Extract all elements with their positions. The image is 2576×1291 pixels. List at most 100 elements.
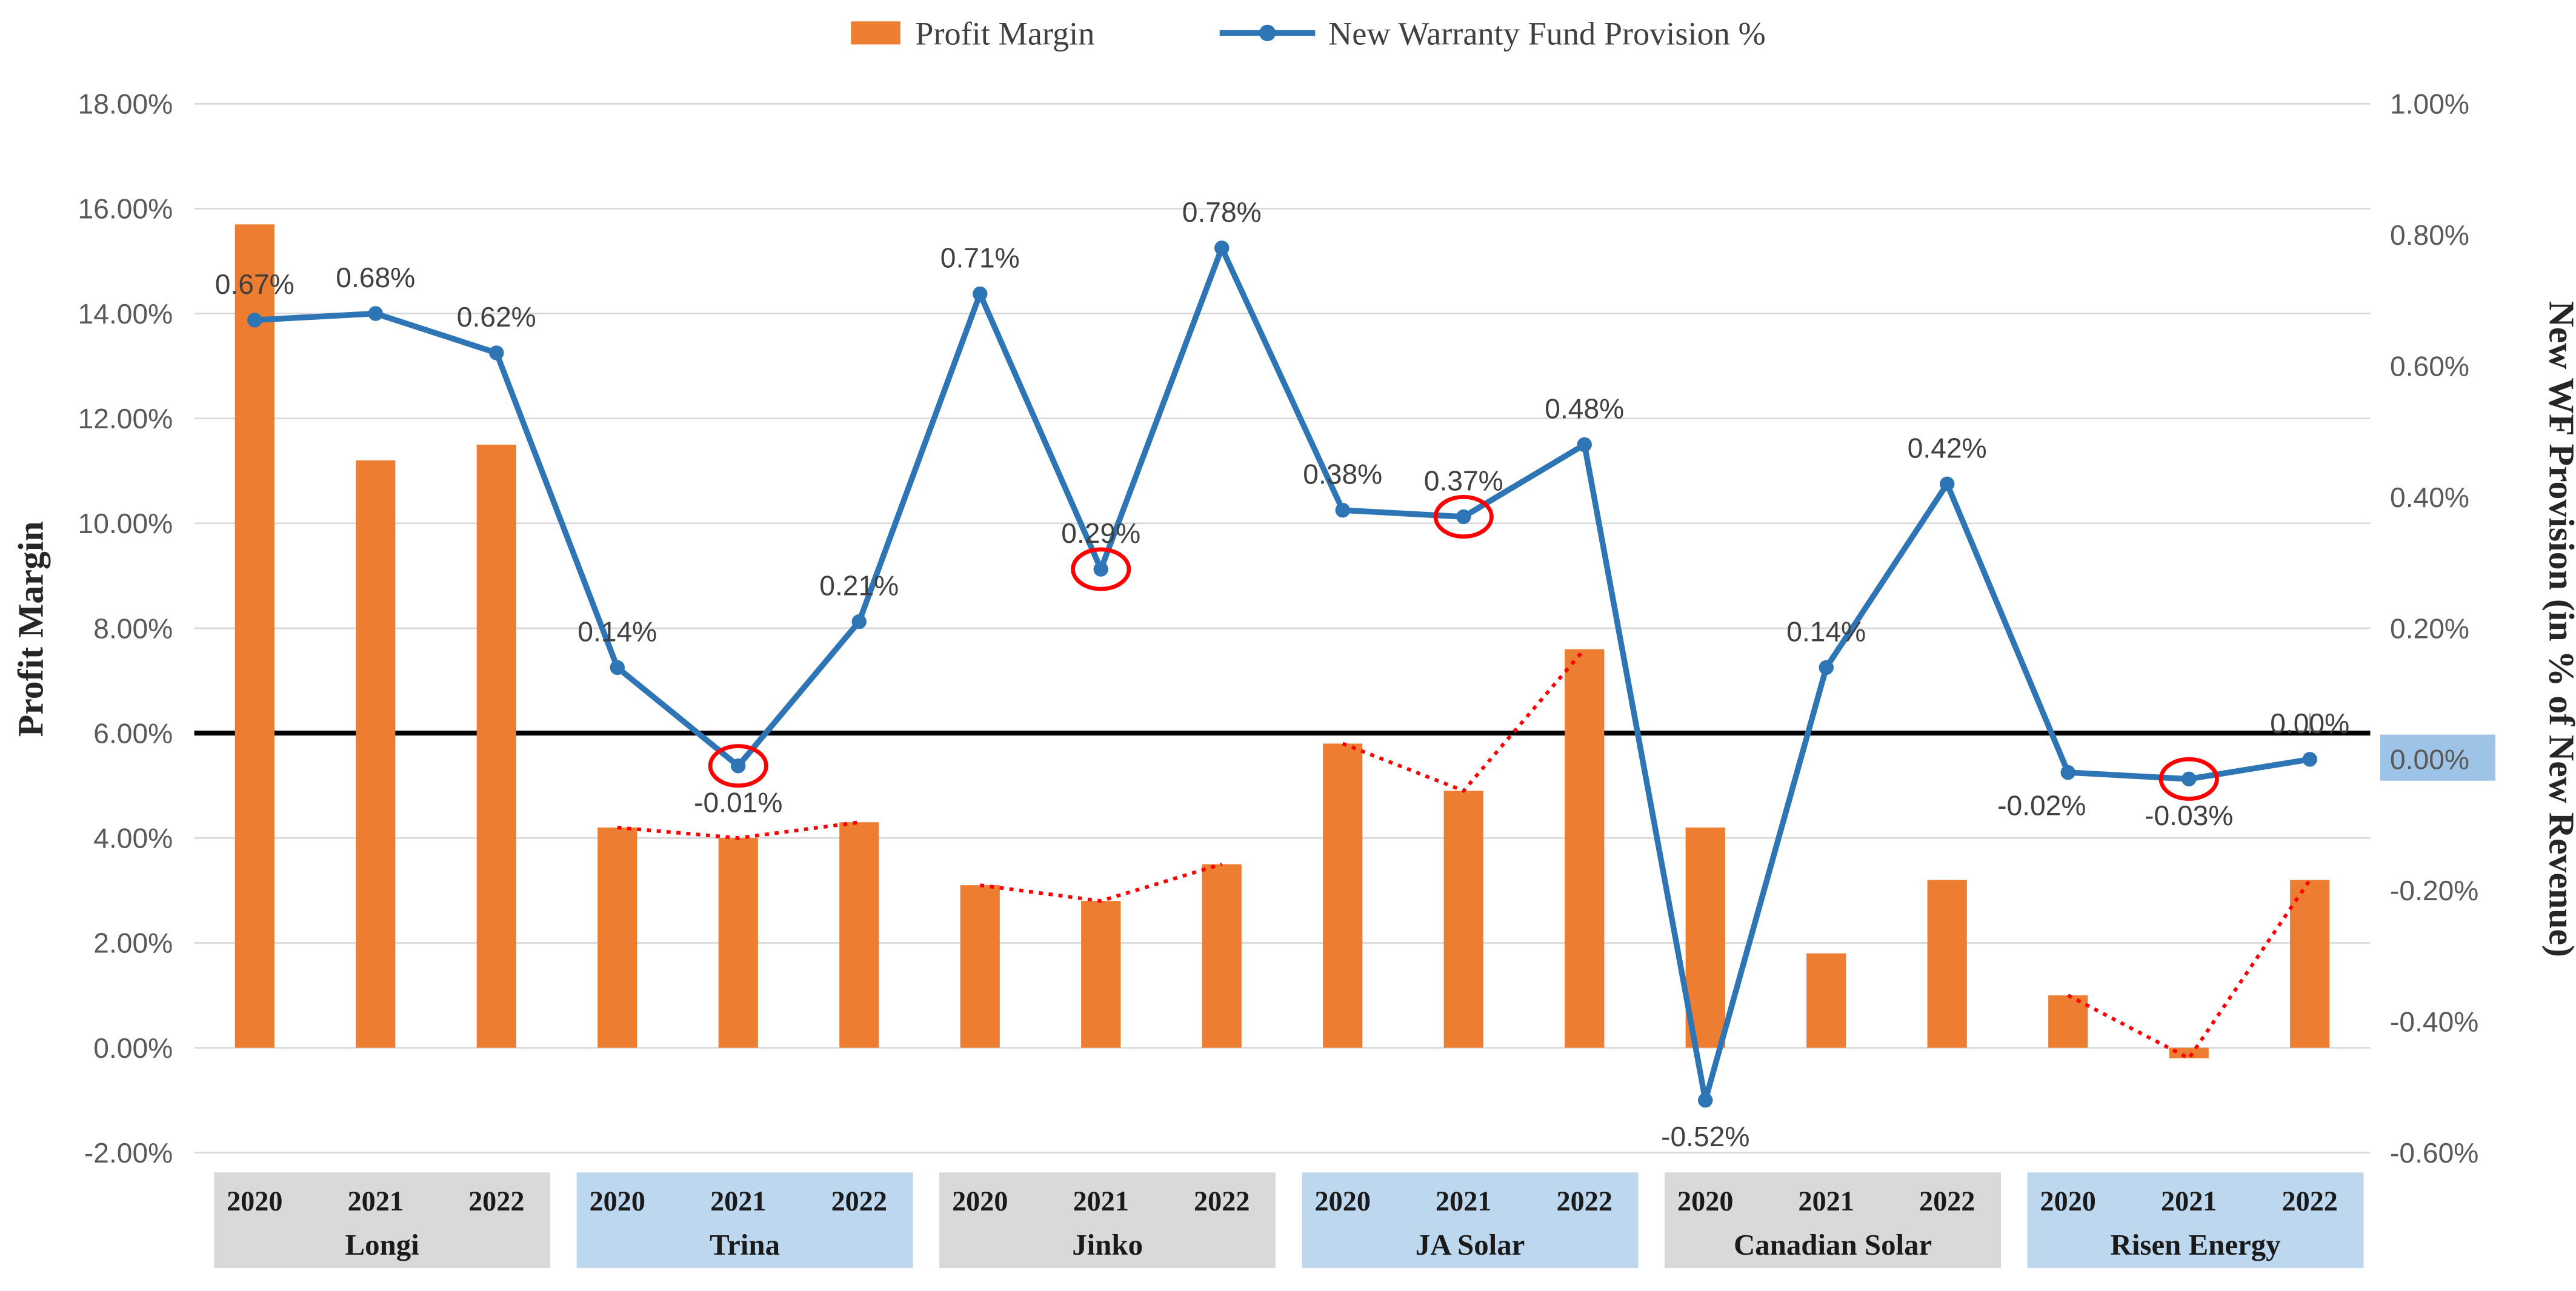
company-label-longi: Longi	[345, 1228, 419, 1261]
profit-margin-bar	[2290, 880, 2330, 1048]
axis-band-canadian-solar	[1665, 1172, 2002, 1268]
profit-margin-bar	[960, 885, 1000, 1048]
provision-point	[1698, 1092, 1713, 1108]
year-label: 2022	[2282, 1186, 2338, 1216]
provision-value-label: -0.01%	[694, 786, 782, 818]
left-axis-tick-label: 14.00%	[78, 298, 173, 330]
red-dotted-trendline	[1342, 648, 1586, 793]
year-label: 2020	[227, 1186, 282, 1216]
provision-value-label: 0.21%	[819, 570, 899, 602]
year-label: 2022	[831, 1186, 887, 1216]
legend-profit-margin-label: Profit Margin	[915, 15, 1094, 51]
red-dotted-trendline	[2067, 878, 2312, 1061]
axis-band-risen-energy	[2027, 1172, 2364, 1268]
company-label-trina: Trina	[710, 1228, 780, 1261]
provision-line	[255, 245, 2311, 1103]
provision-point	[368, 306, 383, 321]
highlight-circle	[708, 744, 768, 788]
right-axis-tick-label: 0.20%	[2390, 612, 2469, 644]
gridlines-layer: 18.00% 16.00% 14.00% 12.00% 10.00% 8.00% 6.00%…	[78, 88, 2495, 1169]
provision-point	[1819, 660, 1834, 675]
year-label: 2020	[1677, 1186, 1733, 1216]
provision-point	[851, 614, 867, 629]
red-trendlines-layer	[617, 648, 2312, 1061]
axis-band-longi	[214, 1172, 551, 1268]
highlight-circle	[1071, 547, 1131, 591]
right-axis-title: New WF Provision (in % of New Revenue)	[2542, 301, 2576, 957]
left-axis-tick-label: 0.00%	[93, 1032, 173, 1064]
left-axis-tick-label: 18.00%	[78, 88, 173, 120]
category-bands-layer: 2020 2021 2022 Longi 2020 2021 2022 Trina 2020 20…	[214, 1172, 2364, 1268]
year-label: 2021	[710, 1186, 766, 1216]
left-axis-tick-label: 16.00%	[78, 193, 173, 225]
provision-value-label: 0.14%	[1786, 616, 1866, 647]
provision-value-label: 0.71%	[940, 242, 1020, 274]
left-axis-title: Profit Margin	[11, 521, 51, 737]
legend-line-marker-icon	[1259, 24, 1276, 41]
provision-value-label: 0.00%	[2270, 708, 2349, 739]
profit-margin-bar	[1565, 649, 1605, 1048]
provision-value-label: -0.02%	[1997, 790, 2086, 821]
year-label: 2022	[468, 1186, 524, 1216]
provision-point	[489, 345, 504, 360]
provision-value-label: -0.03%	[2145, 800, 2233, 831]
provision-value-label: 0.42%	[1908, 432, 1987, 463]
company-label-jinko: Jinko	[1072, 1228, 1143, 1261]
provision-value-label: 0.68%	[336, 262, 415, 293]
legend-provision-label: New Warranty Fund Provision %	[1328, 15, 1766, 51]
profit-margin-bar	[2048, 995, 2088, 1048]
red-dotted-trendline	[979, 862, 1223, 903]
provision-line-layer	[247, 241, 2317, 1108]
profit-margin-bar	[1202, 864, 1242, 1048]
left-axis-tick-label: 12.00%	[78, 403, 173, 434]
provision-point	[1940, 476, 1955, 492]
legend-bar-swatch	[851, 21, 900, 45]
right-axis-zero-highlight	[2380, 734, 2495, 781]
profit-margin-bar	[1927, 880, 1967, 1048]
profit-margin-bar	[1323, 743, 1363, 1048]
axis-band-ja-solar	[1302, 1172, 1639, 1268]
provision-point	[731, 758, 746, 774]
profit-margin-bar	[839, 822, 879, 1048]
profit-margin-bar	[1081, 901, 1121, 1048]
provision-point	[247, 313, 262, 328]
profit-margin-bar	[1685, 827, 1725, 1048]
right-axis-tick-label: 0.60%	[2390, 350, 2469, 382]
provision-value-label: 0.62%	[457, 301, 536, 333]
year-label: 2022	[1194, 1186, 1250, 1216]
year-label: 2022	[1557, 1186, 1612, 1216]
year-label: 2021	[1799, 1186, 1854, 1216]
axis-band-jinko	[939, 1172, 1276, 1268]
profit-margin-bar	[2169, 1047, 2209, 1058]
provision-value-label: 0.38%	[1303, 459, 1382, 490]
year-label: 2020	[1315, 1186, 1371, 1216]
provision-value-label: 0.29%	[1061, 517, 1140, 549]
axis-band-trina	[576, 1172, 913, 1268]
year-label: 2020	[590, 1186, 645, 1216]
year-label: 2021	[2161, 1186, 2217, 1216]
provision-value-label: -0.52%	[1661, 1121, 1749, 1152]
right-axis-tick-label: -0.40%	[2390, 1006, 2478, 1038]
provision-point	[1214, 241, 1230, 256]
company-label-canadian-solar: Canadian Solar	[1734, 1228, 1932, 1261]
provision-value-label: 0.37%	[1424, 465, 1503, 496]
provision-point	[610, 660, 625, 675]
provision-value-label: 0.67%	[215, 268, 295, 300]
left-axis-tick-label: -2.00%	[84, 1137, 173, 1169]
year-label: 2021	[348, 1186, 404, 1216]
year-label: 2021	[1073, 1186, 1129, 1216]
provision-point	[2302, 752, 2317, 767]
right-axis-tick-label: -0.60%	[2390, 1137, 2478, 1169]
profit-margin-bar	[718, 838, 758, 1048]
profit-margin-bar	[356, 460, 396, 1048]
left-axis-tick-label: 8.00%	[93, 612, 173, 644]
provision-point	[2060, 765, 2075, 780]
left-axis-tick-label: 2.00%	[93, 928, 173, 959]
provision-point	[1577, 437, 1592, 453]
provision-point	[973, 286, 988, 302]
company-label-risen-energy: Risen Energy	[2111, 1228, 2281, 1261]
right-axis-tick-label: 0.40%	[2390, 482, 2469, 513]
year-label: 2021	[1436, 1186, 1491, 1216]
provision-point	[1093, 562, 1108, 577]
company-label-ja-solar: JA Solar	[1416, 1228, 1525, 1261]
